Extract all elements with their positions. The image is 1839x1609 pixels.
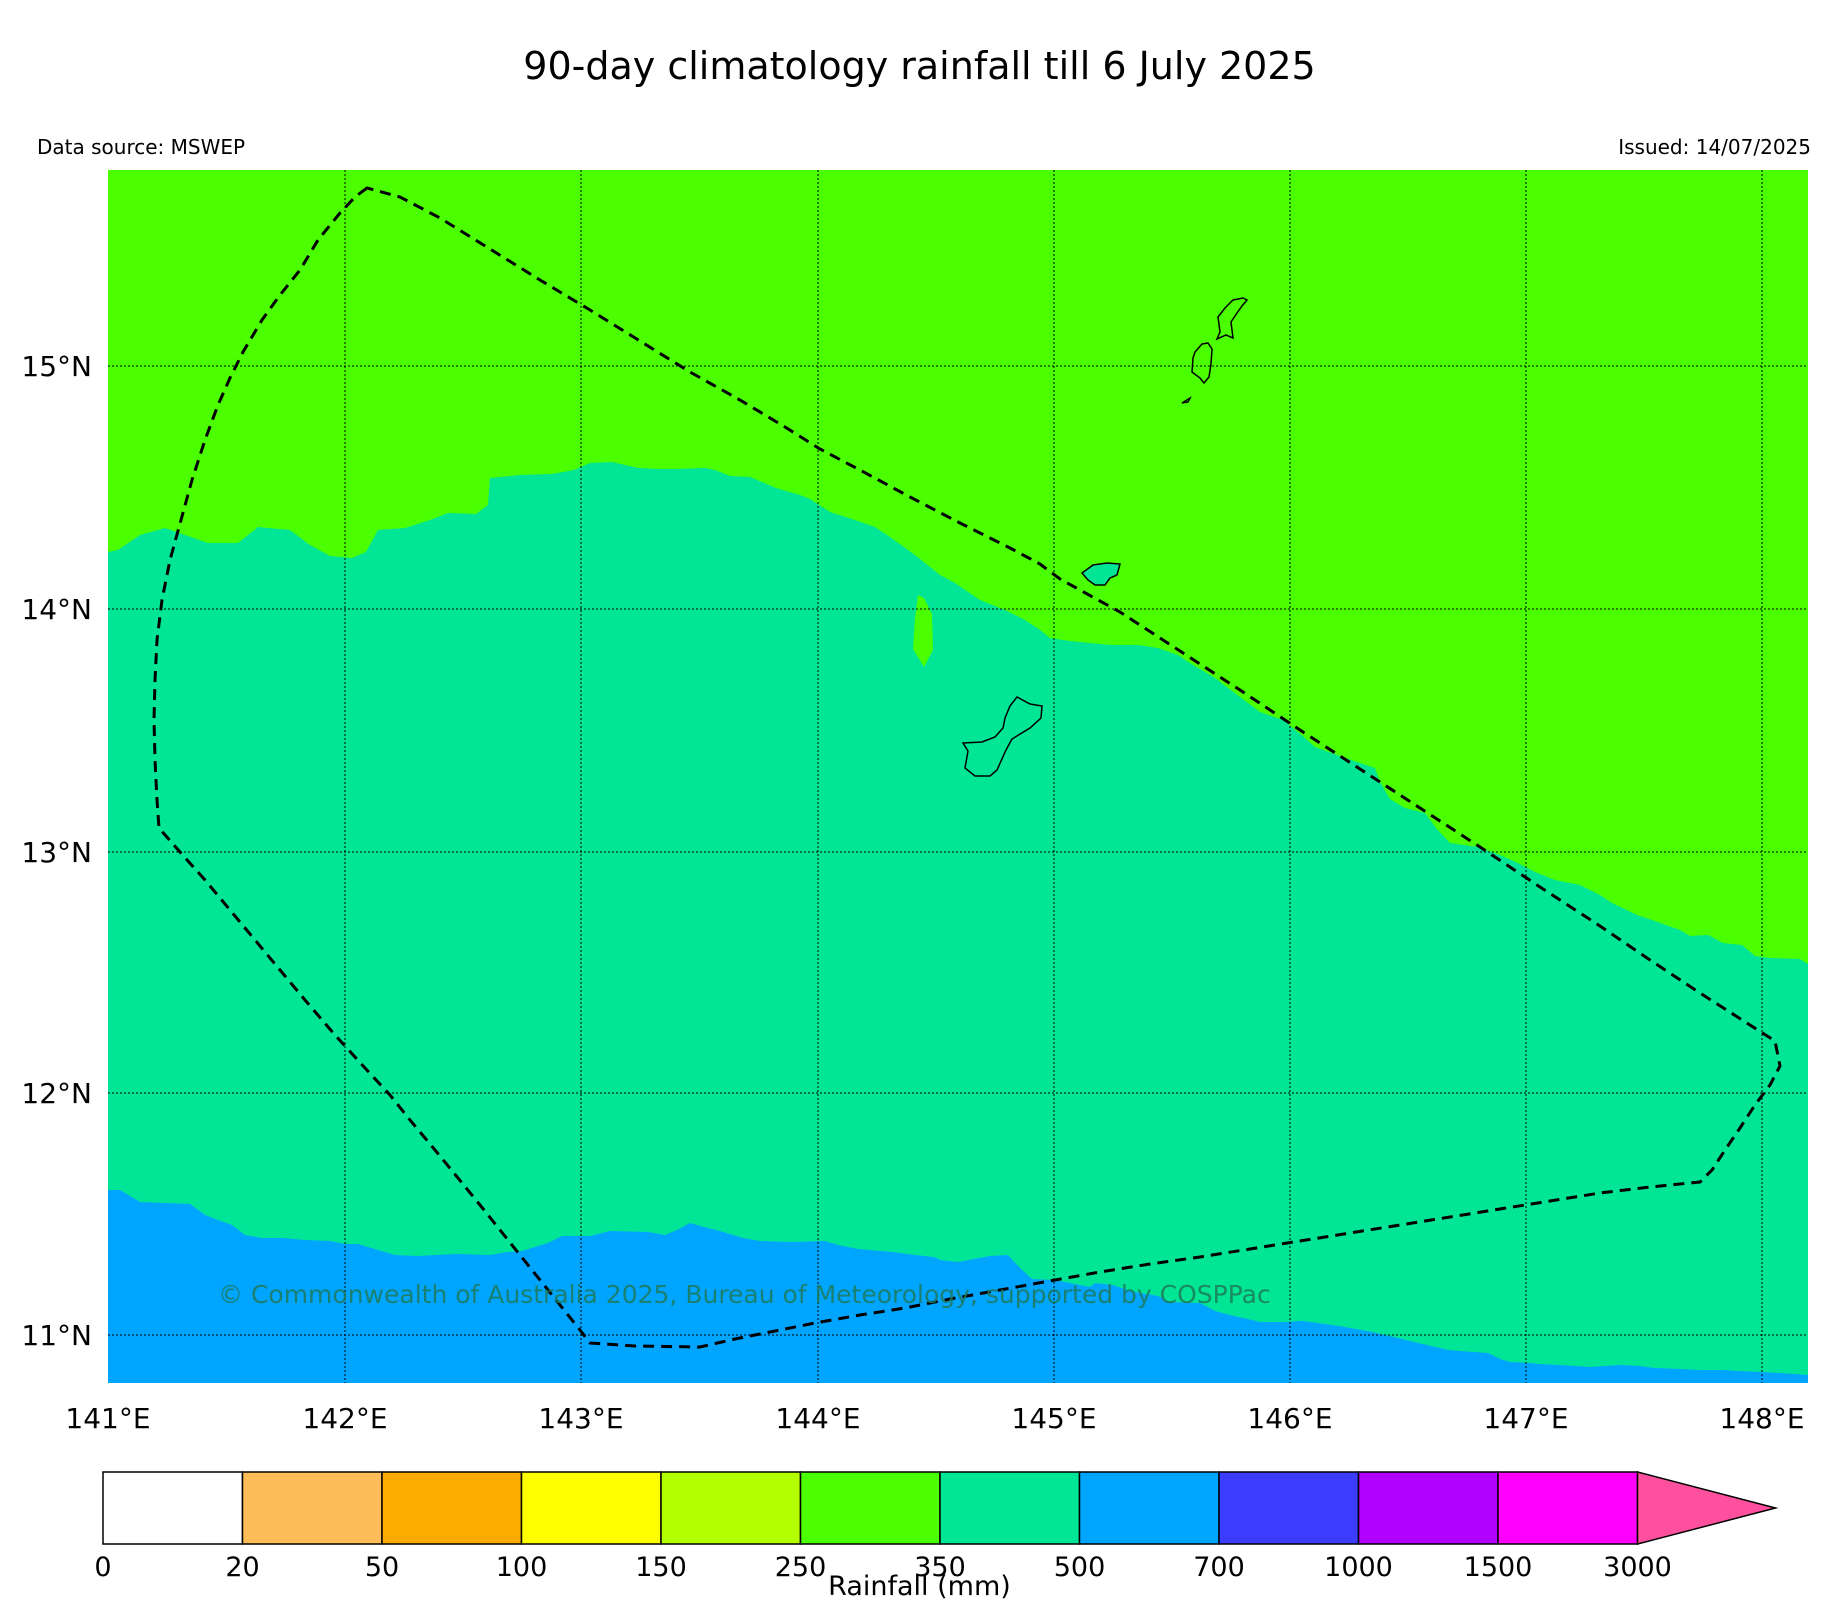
colorbar-tick-label: 0: [94, 1552, 111, 1583]
colorbar-swatch: [381, 1471, 523, 1545]
colorbar: 0 20 50 100 150 250 350 500 700 1000 1500 3000: [94, 1471, 1779, 1583]
colorbar-tick-label: 500: [1054, 1552, 1106, 1583]
colorbar-swatch: [520, 1471, 662, 1545]
island-guam: [961, 696, 1043, 777]
lat-label: 12°N: [21, 1077, 92, 1110]
lat-label: 15°N: [21, 350, 92, 383]
lon-label: 146°E: [1247, 1402, 1332, 1435]
colorbar-swatch: [939, 1471, 1081, 1545]
colorbar-label: Rainfall (mm): [828, 1571, 1011, 1602]
zone-350-500: [108, 462, 1808, 1383]
data-source: Data source: MSWEP: [37, 135, 246, 159]
colorbar-swatch: [1218, 1471, 1360, 1545]
colorbar-swatch: [1497, 1471, 1639, 1545]
colorbar-swatch: [799, 1471, 941, 1545]
lon-label: 142°E: [302, 1402, 387, 1435]
lon-label: 144°E: [775, 1402, 860, 1435]
colorbar-tick-label: 50: [365, 1552, 399, 1583]
lon-label: 145°E: [1011, 1402, 1096, 1435]
lon-label: 143°E: [538, 1402, 623, 1435]
lon-label: 147°E: [1483, 1402, 1568, 1435]
colorbar-tick-label: 250: [775, 1552, 827, 1583]
copyright-watermark: © Commonwealth of Australia 2025, Bureau…: [218, 1280, 1271, 1309]
lat-label: 13°N: [21, 836, 92, 869]
colorbar-swatch: [1357, 1471, 1499, 1545]
map-title: 90-day climatology rainfall till 6 July …: [523, 44, 1316, 88]
lat-label: 14°N: [21, 593, 92, 626]
island-saipan-south: [1191, 342, 1213, 385]
island-saipan-north: [1215, 297, 1249, 341]
colorbar-extend-arrow: [1636, 1471, 1779, 1545]
island-small: [1181, 395, 1192, 404]
island-rota: [913, 595, 933, 667]
colorbar-tick-label: 20: [225, 1552, 259, 1583]
colorbar-swatch: [241, 1471, 383, 1545]
lon-label: 141°E: [65, 1402, 150, 1435]
lat-label: 11°N: [21, 1319, 92, 1352]
colorbar-tick-label: 700: [1193, 1552, 1245, 1583]
lat-labels: 11°N 12°N 13°N 14°N 15°N: [21, 350, 92, 1352]
rainfall-map: [108, 170, 1808, 1383]
colorbar-swatch: [660, 1471, 802, 1545]
colorbar-swatch: [1078, 1471, 1220, 1545]
colorbar-swatch: [102, 1471, 244, 1545]
map-grid: [108, 170, 1808, 1383]
lon-labels: 141°E 142°E 143°E 144°E 145°E 146°E 147°…: [65, 1402, 1804, 1435]
colorbar-tick-label: 1500: [1464, 1552, 1533, 1583]
colorbar-tick-label: 100: [496, 1552, 548, 1583]
eez-boundary: [152, 186, 1782, 1349]
colorbar-tick-label: 1000: [1324, 1552, 1393, 1583]
colorbar-tick-label: 3000: [1603, 1552, 1672, 1583]
colorbar-tick-label: 350: [914, 1552, 966, 1583]
islands: [913, 297, 1249, 777]
lon-label: 148°E: [1719, 1402, 1804, 1435]
issued-date: Issued: 14/07/2025: [1618, 135, 1811, 159]
island-tinian: [1080, 562, 1121, 586]
colorbar-tick-label: 150: [635, 1552, 687, 1583]
